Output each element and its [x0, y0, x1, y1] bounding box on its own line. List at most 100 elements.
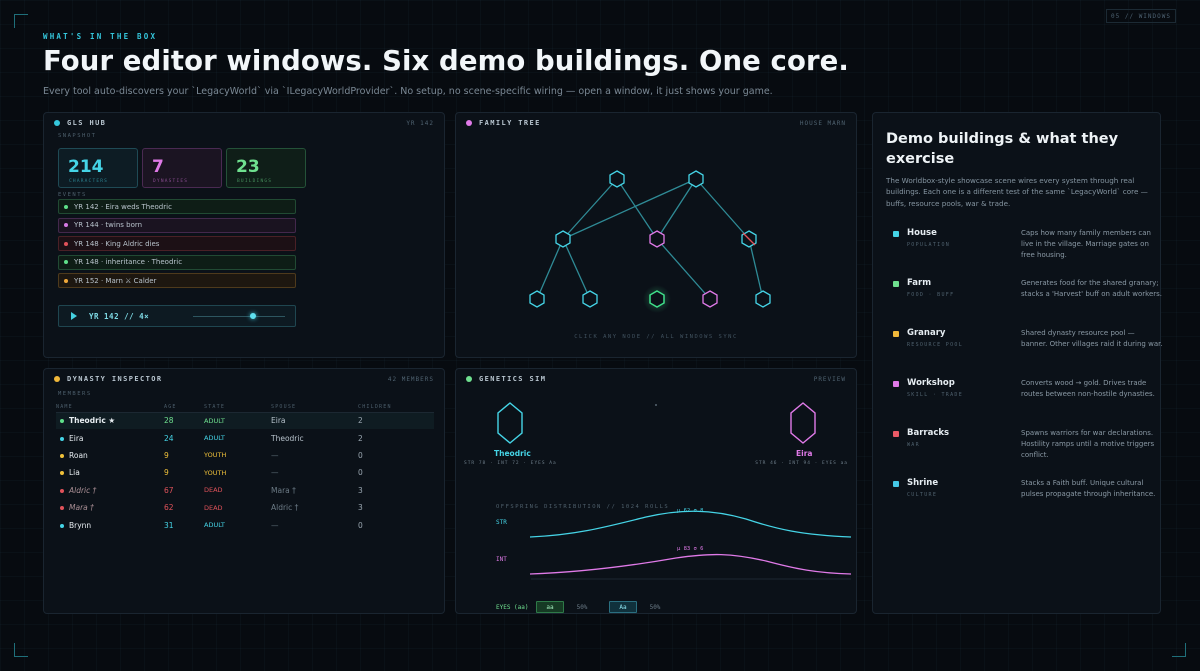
member-age: 62 — [164, 503, 174, 513]
member-state: ADULT — [204, 412, 271, 430]
parent-b-node[interactable] — [790, 402, 816, 444]
building-tag: CULTURE — [907, 492, 938, 498]
window-title: DYNASTY INSPECTOR — [67, 375, 163, 383]
eyes-genotype-Aa[interactable]: Aa — [609, 601, 637, 613]
table-row[interactable]: Roan 9 YOUTH — 0 — [56, 447, 434, 464]
window-meta: 42 MEMBERS — [387, 375, 434, 383]
dynasty-header[interactable]: DYNASTY INSPECTOR 42 MEMBERS — [44, 369, 444, 389]
members-label: MEMBERS — [58, 391, 92, 397]
column-header-age[interactable]: AGE — [164, 403, 204, 413]
genetics-graphics — [497, 402, 852, 580]
building-name: Workshop — [907, 378, 955, 388]
member-children: 0 — [358, 520, 363, 530]
page-title: Four editor windows. Six demo buildings.… — [43, 45, 849, 77]
event-row[interactable]: YR 144 · twins born — [58, 217, 296, 233]
member-children: 3 — [358, 485, 363, 495]
timeline-handle[interactable] — [249, 313, 256, 319]
member-name-cell: Aldric † — [56, 482, 164, 499]
family-tree-window[interactable]: FAMILY TREE HOUSE MARN — [455, 112, 857, 358]
event-row[interactable]: YR 148 · King Aldric dies — [58, 236, 296, 252]
window-status-dot — [54, 376, 60, 382]
building-tag: SKILL · TRADE — [907, 392, 964, 398]
gls-hub-window[interactable]: GLS HUB YR 142 SNAPSHOT 214 CHARACTERS 7 DY… — [43, 112, 445, 358]
table-row[interactable]: Mara † 62 DEAD Aldric † 3 — [56, 499, 434, 516]
parent-a-node[interactable] — [497, 402, 523, 444]
table-row[interactable]: Eira 24 ADULT Theodric 2 — [56, 429, 434, 446]
tree-node[interactable] — [755, 290, 771, 308]
event-text: YR 148 · King Aldric dies — [74, 239, 160, 248]
tree-node-selected[interactable] — [649, 290, 665, 308]
member-name: Lia — [69, 468, 80, 478]
event-row[interactable]: YR 152 · Marn ⚔ Calder — [58, 273, 296, 289]
member-state: YOUTH — [204, 451, 227, 460]
member-dot — [60, 453, 64, 458]
building-name: Barracks — [907, 428, 950, 438]
member-children: 0 — [358, 468, 363, 478]
gls-hub-header[interactable]: GLS HUB YR 142 — [44, 113, 444, 133]
member-name: Aldric † — [69, 485, 97, 495]
str-distribution-curve — [529, 510, 852, 538]
event-row[interactable]: YR 142 · Eira weds Theodric — [58, 199, 296, 214]
member-age: 28 — [164, 412, 204, 430]
column-header-name[interactable]: NAME — [56, 403, 164, 413]
stat-label: BUILDINGS — [237, 179, 273, 184]
play-icon[interactable] — [71, 312, 77, 320]
member-name-cell: Lia — [56, 464, 164, 481]
building-item: Workshop SKILL · TRADE Converts wood → gol… — [893, 377, 1163, 423]
member-name: Eira — [69, 433, 84, 443]
building-item: House POPULATION Caps how many family memb… — [893, 227, 1163, 273]
column-header-spouse[interactable]: SPOUSE — [271, 403, 358, 413]
member-name-cell: Mara † — [56, 499, 164, 516]
table-row[interactable]: Aldric † 67 DEAD Mara † 3 — [56, 482, 434, 499]
member-name-cell: Theodric ★ — [56, 412, 164, 430]
stat-value: 214 — [68, 157, 104, 177]
tree-node[interactable] — [688, 170, 704, 188]
building-tag: RESOURCE POOL — [907, 342, 964, 348]
genetics-header[interactable]: GENETICS SIM PREVIEW — [456, 369, 856, 389]
tree-node[interactable] — [649, 230, 665, 248]
genetics-sim-window[interactable]: GENETICS SIM PREVIEW Theodric STR 78 · I… — [455, 368, 857, 614]
int-label: INT — [496, 556, 507, 563]
demo-buildings-card: Demo buildings & what they exercise The … — [872, 112, 1163, 614]
column-header-state[interactable]: STATE — [204, 403, 271, 413]
timeline-player[interactable]: YR 142 // 4× — [58, 305, 296, 327]
column-header-children[interactable]: CHILDREN — [358, 403, 434, 413]
timeline-track[interactable] — [193, 316, 285, 317]
str-label: STR — [496, 519, 507, 526]
family-tree-graph[interactable] — [456, 113, 858, 359]
building-description: Stacks a Faith buff. Unique cultural pul… — [1021, 479, 1156, 499]
table-row[interactable]: Brynn 31 ADULT — 0 — [56, 516, 434, 533]
member-state: YOUTH — [204, 468, 227, 477]
building-description: Shared dynasty resource pool — banner. O… — [1021, 329, 1163, 349]
window-meta: HOUSE MARN — [799, 119, 846, 127]
event-row[interactable]: YR 148 · inheritance · Theodric — [58, 254, 296, 270]
window-status-dot — [466, 376, 472, 382]
tree-nodes — [529, 170, 771, 308]
member-name: Brynn — [69, 520, 92, 530]
tree-node[interactable] — [609, 170, 625, 188]
window-title: GENETICS SIM — [479, 375, 547, 383]
building-description: Converts wood → gold. Drives trade route… — [1021, 379, 1155, 399]
tree-node[interactable] — [555, 230, 571, 248]
building-color-swatch — [893, 431, 899, 437]
table-row[interactable]: Theodric ★ 28 ADULT Eira 2 — [56, 412, 434, 430]
event-dot — [64, 241, 68, 246]
member-children: 2 — [358, 433, 363, 443]
parent-b-stats: STR 46 · INT 94 · EYES aa — [755, 461, 848, 466]
snapshot-label: SNAPSHOT — [58, 133, 97, 139]
building-description: Generates food for the shared granary; s… — [1021, 279, 1163, 299]
member-dot — [60, 471, 64, 476]
eyes-genotype-aa[interactable]: aa — [536, 601, 564, 613]
member-state: ADULT — [204, 521, 225, 530]
member-dot — [60, 506, 64, 511]
building-name: Farm — [907, 278, 932, 288]
dynasty-inspector-window[interactable]: DYNASTY INSPECTOR 42 MEMBERS MEMBERS NAM… — [43, 368, 445, 614]
member-spouse: — — [271, 468, 279, 478]
event-dot — [64, 260, 68, 265]
family-tree-header[interactable]: FAMILY TREE HOUSE MARN — [456, 113, 856, 133]
tree-node[interactable] — [582, 290, 598, 308]
tree-node[interactable] — [702, 290, 718, 308]
stat-tile: 23 BUILDINGS — [226, 148, 306, 188]
table-row[interactable]: Lia 9 YOUTH — 0 — [56, 464, 434, 481]
tree-node[interactable] — [529, 290, 545, 308]
